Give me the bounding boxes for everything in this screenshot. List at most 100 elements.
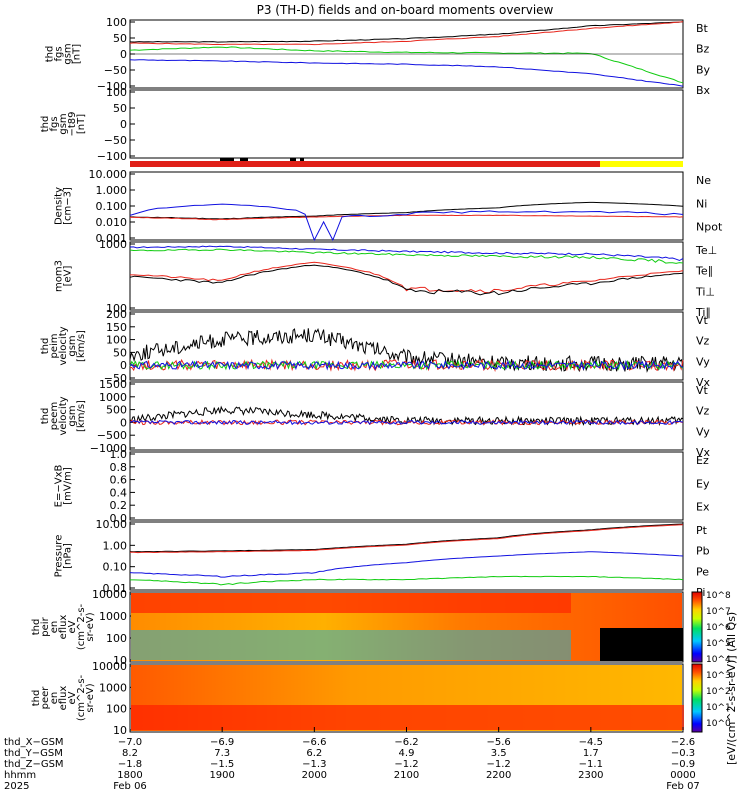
y-axis-label: eV (67, 691, 78, 704)
y-tick-label: 1000 (99, 391, 127, 404)
x-axis-value: 0000 (670, 770, 695, 781)
legend-vt: Vt (696, 314, 709, 327)
y-tick-label: −100 (97, 80, 127, 93)
y-axis-label: mom3 (54, 260, 65, 292)
mode-flag (220, 158, 234, 161)
legend-ez: Ez (696, 454, 709, 467)
y-tick-label: 0.100 (96, 200, 128, 213)
panel-frame (129, 451, 684, 521)
x-axis-value: Feb 07 (666, 781, 700, 792)
panel-frame (129, 591, 684, 663)
spectrogram-peir-low (131, 630, 571, 660)
x-axis-value: −7.0 (118, 737, 142, 748)
legend-pt: Pt (696, 524, 708, 537)
x-axis-value: −2.6 (671, 737, 695, 748)
colorbar-tick: 10^0 (706, 719, 731, 729)
series-ti-perp (129, 245, 684, 262)
y-axis-label: fgs (49, 116, 60, 131)
x-axis-value: 6.2 (306, 748, 322, 759)
y-axis-label: fgs (54, 46, 65, 61)
x-axis-value: −1.2 (487, 759, 511, 770)
colorbar-tick: 10^5 (706, 639, 731, 649)
x-axis-value: −5.6 (487, 737, 511, 748)
series-vx-peem (129, 419, 684, 426)
panel-density: 10.000 1.000 0.100 0.010 0.001 Density[cm−3] N… (54, 168, 723, 245)
x-axis-value: −6.6 (302, 737, 326, 748)
y-axis-label: [km/s] (76, 330, 87, 362)
legend-te⊥: Te⊥ (695, 244, 717, 257)
y-tick-label: 0.001 (96, 232, 128, 245)
legend-ey: Ey (696, 477, 710, 490)
colorbar-tick: 10^7 (706, 607, 731, 617)
y-tick-label: 1.00 (103, 539, 128, 552)
x-axis-value: 1800 (117, 770, 142, 781)
y-tick-label: 0.01 (103, 582, 128, 595)
series-vt-peem (129, 405, 684, 427)
y-tick-label: 0 (120, 118, 127, 131)
legend-ni: Ni (696, 197, 707, 210)
y-tick-label: −100 (97, 150, 127, 163)
y-tick-label: 50 (113, 102, 127, 115)
y-tick-label: 0 (120, 416, 127, 429)
y-tick-label: 0.10 (103, 561, 128, 574)
y-tick-label: 1500 (99, 378, 127, 391)
x-axis-value: 2100 (394, 770, 419, 781)
y-axis-label: peir (40, 616, 51, 636)
y-axis-label: eflux (58, 686, 69, 711)
mode-flag (300, 158, 304, 161)
y-tick-label: 100 (106, 334, 127, 347)
y-tick-label: 1.000 (96, 184, 128, 197)
y-axis-label: thd (40, 408, 51, 425)
y-axis-label: eV (67, 620, 78, 633)
colorbar-scale-top (691, 591, 703, 663)
legend-vz: Vz (696, 335, 710, 348)
y-axis-label: [nT] (72, 44, 83, 64)
legend-bt: Bt (696, 22, 709, 35)
colorbar-tick: 10^4 (706, 655, 731, 665)
x-axis-value: −1.2 (394, 759, 418, 770)
figure-title: P3 (TH-D) fields and on-board moments ov… (257, 3, 554, 17)
y-tick-label: 100 (106, 703, 127, 716)
colorbar-tick: 10^2 (706, 687, 731, 697)
legend-ex: Ex (696, 501, 710, 514)
legend-bz: Bz (696, 43, 710, 56)
series-by (129, 46, 684, 84)
y-tick-label: 500 (106, 404, 127, 417)
legend-bx: Bx (696, 84, 711, 97)
x-axis-value: 2000 (302, 770, 327, 781)
y-tick-label: 10000 (92, 588, 127, 601)
y-tick-label: 10.00 (96, 518, 128, 531)
colorbar-tick: 10^6 (706, 623, 731, 633)
legend-by: By (696, 63, 711, 76)
panel-peir_spec: 10000 1000 100 10 thdpeirenefluxeV(cm^2-s-sr… (31, 588, 684, 667)
legend-ne: Ne (696, 174, 711, 187)
mode-flag (290, 158, 296, 161)
y-tick-label: 10 (113, 654, 127, 667)
x-axis-value: −6.2 (394, 737, 418, 748)
panel-frame (129, 89, 684, 159)
panel-peer_spec: 10000 1000 100 10 thdpeerenefluxeV(cm^2-s-sr… (31, 660, 684, 737)
y-axis-label: gsm (63, 43, 74, 64)
x-axis-row-label: thd_Y−GSM (4, 748, 63, 759)
y-tick-label: 10.000 (89, 168, 128, 181)
x-axis-value: 8.2 (122, 748, 138, 759)
y-axis-label: [cm−3] (63, 187, 74, 225)
series-te-perp (130, 261, 684, 294)
x-axis-value: −1.5 (210, 759, 234, 770)
colorbar: 10^8 10^7 10^6 10^5 10^4 10^3 10^2 10^1 10^0 [eV… (691, 591, 738, 765)
y-axis-label: gsm (58, 113, 69, 134)
series-bt (129, 21, 684, 43)
y-axis-label: peim (49, 333, 60, 358)
legend-te∥: Te∥ (695, 265, 713, 278)
y-tick-label: 200 (106, 308, 127, 321)
series-pt (129, 523, 684, 553)
y-axis-label: [km/s] (76, 400, 87, 432)
x-axis-row-label: hhmm (4, 770, 36, 781)
x-axis-value: −1.8 (118, 759, 142, 770)
panel-temperature: 1000 100 mom3[eV] Te⊥ Te∥ Ti⊥ Ti∥ (54, 238, 718, 319)
series-pb (129, 524, 684, 554)
